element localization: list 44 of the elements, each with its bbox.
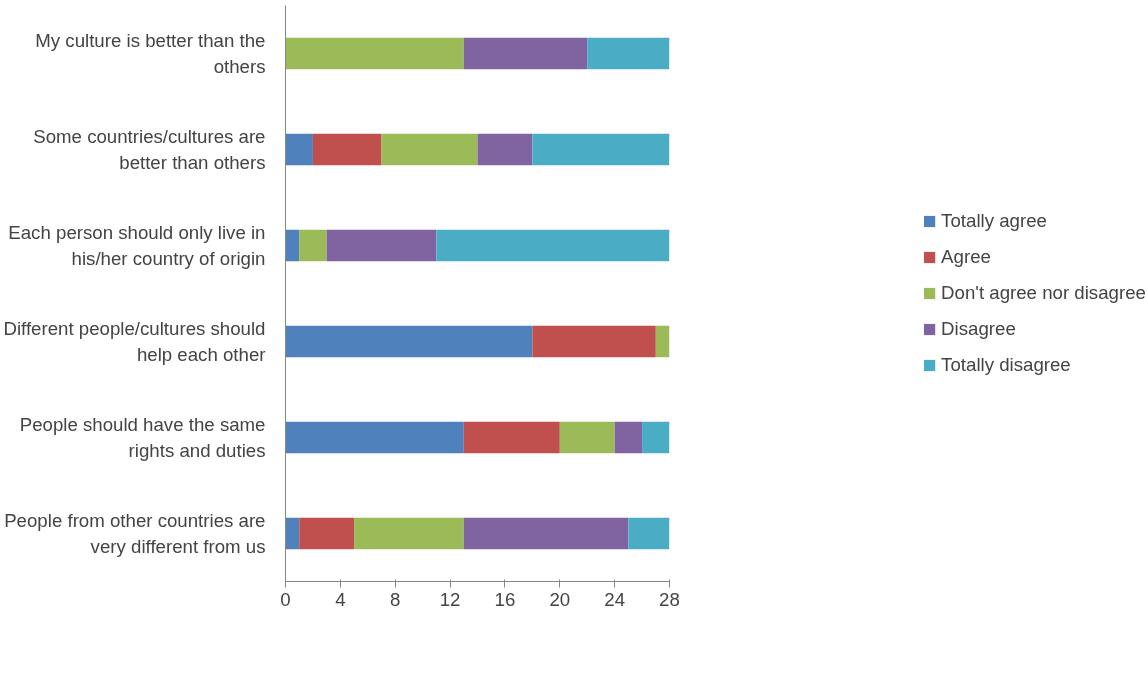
bar: [299, 517, 355, 550]
bar: [436, 229, 670, 262]
y-tick-label: Each person should only live in his/her country of origin: [8, 222, 266, 269]
y-tick-label: Some countries/cultures are better than others: [33, 126, 266, 173]
x-tick-label: 0: [280, 588, 291, 610]
bar: [354, 517, 464, 550]
bar: [587, 37, 670, 70]
bar: [642, 421, 670, 454]
x-tick-label: 16: [494, 588, 516, 610]
bar: [628, 517, 670, 550]
bar: [559, 421, 615, 454]
legend-label: Disagree: [941, 318, 1016, 340]
x-tick-label: 20: [549, 588, 571, 610]
bar: [285, 517, 300, 550]
y-tick-label: My culture is better than the others: [35, 30, 266, 77]
bar: [326, 229, 437, 262]
x-tick-label: 28: [659, 588, 680, 610]
bar: [285, 133, 313, 166]
bar: [614, 421, 643, 454]
bar: [381, 133, 478, 166]
legend-label: Totally disagree: [941, 354, 1071, 376]
bar: [655, 325, 670, 358]
legend-label: Totally agree: [941, 210, 1047, 232]
bar: [285, 37, 464, 70]
bar: [532, 133, 670, 166]
bar: [463, 421, 560, 454]
bar: [532, 325, 656, 358]
x-tick-label: 4: [335, 588, 346, 610]
y-tick-label: People should have the same rights and duties: [19, 414, 266, 461]
y-tick-label: Different people/cultures should help each other: [3, 318, 266, 365]
bar: [477, 133, 533, 166]
x-tick-label: 24: [604, 588, 626, 610]
y-tick-label: People from other countries are very different from us: [4, 510, 266, 557]
bar: [463, 37, 588, 70]
bar: [312, 133, 382, 166]
bar: [285, 229, 300, 262]
legend-label: Don't agree nor disagree: [941, 282, 1146, 304]
x-tick-label: 12: [439, 588, 461, 610]
bar: [285, 421, 464, 454]
bar: [285, 325, 533, 358]
bar: [299, 229, 327, 262]
legend-label: Agree: [941, 246, 991, 268]
bar: [463, 517, 629, 550]
x-tick-label: 8: [390, 588, 401, 610]
